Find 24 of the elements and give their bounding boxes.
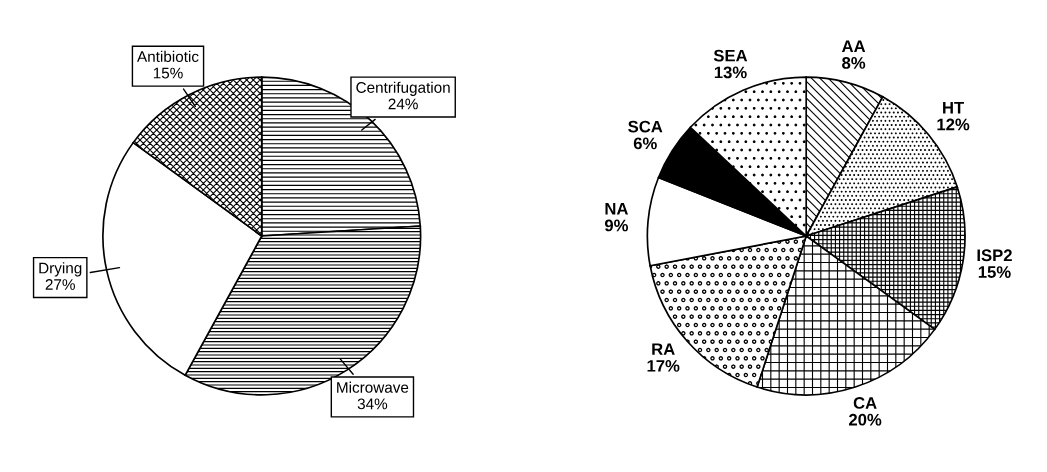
data-label: 27%: [45, 279, 75, 290]
data-label: 6%: [633, 137, 657, 150]
slice-label: SEA: [713, 49, 748, 62]
data-label: 17%: [647, 360, 680, 372]
data-label: 9%: [604, 219, 629, 232]
data-label: 24%: [388, 98, 418, 110]
data-label: 13%: [714, 66, 747, 79]
data-label: 8%: [842, 57, 866, 69]
slice-label: Drying: [39, 262, 82, 277]
data-label: 15%: [153, 67, 183, 79]
slice-label: NA: [605, 202, 629, 215]
slice-label: ISP2: [977, 249, 1012, 262]
slice-label: RA: [652, 343, 675, 355]
slice-label: HT: [943, 102, 964, 114]
slice-label: AA: [841, 40, 866, 52]
data-label: 34%: [357, 398, 388, 410]
data-label: 12%: [937, 118, 970, 131]
slice-label: Centrifugation: [356, 81, 450, 96]
slice-label: CA: [853, 397, 877, 409]
data-label: 20%: [849, 413, 882, 426]
slice-label: Microwave: [337, 381, 409, 393]
slice-label: Antibiotic: [137, 50, 199, 63]
slice-label: SCA: [628, 120, 663, 133]
data-label: 15%: [978, 266, 1011, 278]
